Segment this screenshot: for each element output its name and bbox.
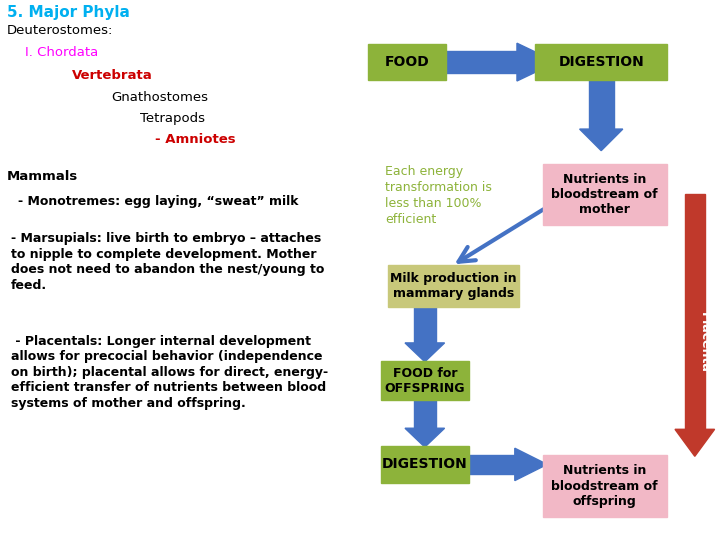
Text: FOOD for
OFFSPRING: FOOD for OFFSPRING bbox=[384, 367, 465, 395]
Text: 5. Major Phyla: 5. Major Phyla bbox=[7, 5, 130, 21]
Text: Each energy
transformation is
less than 100%
efficient: Each energy transformation is less than … bbox=[385, 165, 492, 226]
Polygon shape bbox=[405, 343, 444, 362]
FancyBboxPatch shape bbox=[380, 361, 469, 401]
Text: I. Chordata: I. Chordata bbox=[25, 46, 99, 59]
Text: Nutrients in
bloodstream of
mother: Nutrients in bloodstream of mother bbox=[552, 173, 658, 216]
FancyBboxPatch shape bbox=[368, 44, 446, 80]
Text: Nutrients in
bloodstream of
offspring: Nutrients in bloodstream of offspring bbox=[552, 464, 658, 508]
Polygon shape bbox=[517, 43, 557, 81]
Text: - Amniotes: - Amniotes bbox=[155, 133, 235, 146]
Bar bbox=[414, 305, 436, 343]
Polygon shape bbox=[405, 428, 444, 447]
FancyBboxPatch shape bbox=[535, 44, 667, 80]
Bar bbox=[445, 51, 517, 73]
Text: DIGESTION: DIGESTION bbox=[558, 55, 644, 69]
FancyBboxPatch shape bbox=[380, 446, 469, 483]
Text: Tetrapods: Tetrapods bbox=[140, 112, 205, 125]
FancyBboxPatch shape bbox=[543, 164, 667, 225]
Polygon shape bbox=[675, 429, 714, 456]
Polygon shape bbox=[515, 448, 547, 481]
Text: Deuterostomes:: Deuterostomes: bbox=[7, 24, 114, 37]
Bar bbox=[414, 399, 436, 428]
Bar bbox=[589, 78, 614, 129]
Text: Placenta: Placenta bbox=[698, 313, 711, 373]
Text: - Placentals: Longer internal development
allows for precocial behavior (indepen: - Placentals: Longer internal developmen… bbox=[11, 335, 328, 410]
Text: Mammals: Mammals bbox=[7, 170, 78, 183]
Text: Gnathostomes: Gnathostomes bbox=[112, 91, 209, 104]
Text: FOOD: FOOD bbox=[384, 55, 429, 69]
Bar bbox=[468, 455, 515, 474]
Text: Vertebrata: Vertebrata bbox=[72, 69, 153, 82]
Polygon shape bbox=[580, 129, 623, 151]
Text: DIGESTION: DIGESTION bbox=[382, 457, 468, 471]
FancyBboxPatch shape bbox=[387, 265, 520, 307]
Text: Milk production in
mammary glands: Milk production in mammary glands bbox=[390, 272, 517, 300]
Text: - Marsupials: live birth to embryo – attaches
to nipple to complete development.: - Marsupials: live birth to embryo – att… bbox=[11, 232, 324, 292]
Text: - Monotremes: egg laying, “sweat” milk: - Monotremes: egg laying, “sweat” milk bbox=[18, 195, 299, 208]
FancyBboxPatch shape bbox=[543, 455, 667, 516]
Bar bbox=[685, 194, 705, 429]
